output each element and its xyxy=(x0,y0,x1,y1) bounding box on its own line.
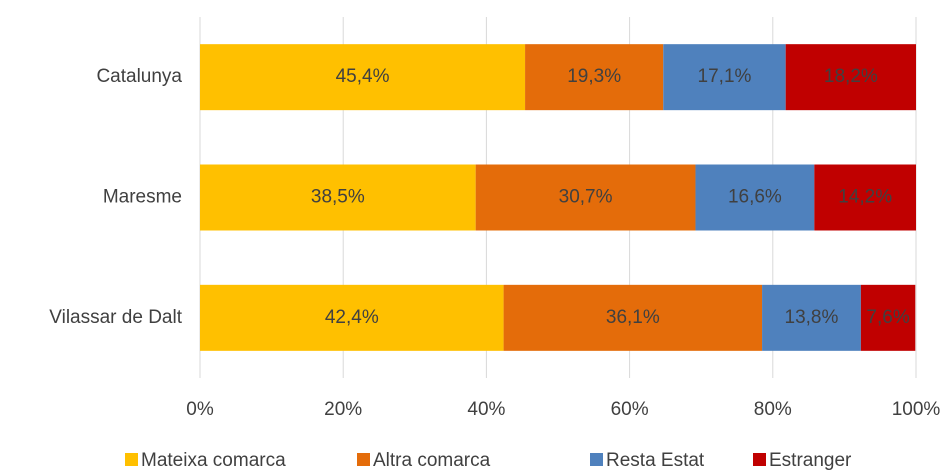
bar-segment xyxy=(785,44,916,111)
bar-segment xyxy=(695,164,815,231)
data-label: 42,4% xyxy=(325,307,379,328)
legend-swatch xyxy=(125,453,138,466)
y-tick-label: Catalunya xyxy=(96,66,182,87)
data-label: 36,1% xyxy=(606,307,660,328)
bar-segment xyxy=(860,284,916,351)
x-tick-label: 20% xyxy=(324,399,362,420)
bar-segment xyxy=(525,44,664,111)
x-tick-label: 80% xyxy=(754,399,792,420)
legend-swatch xyxy=(357,453,370,466)
legend-swatch xyxy=(590,453,603,466)
bar-segment xyxy=(503,284,763,351)
legend-label: Altra comarca xyxy=(373,450,491,470)
bar-segment xyxy=(814,164,916,231)
y-tick-label: Maresme xyxy=(103,187,182,208)
data-label: 19,3% xyxy=(567,66,621,87)
legend-swatch xyxy=(753,453,766,466)
data-label: 17,1% xyxy=(698,66,752,87)
bar-segment xyxy=(663,44,786,111)
data-label: 18,2% xyxy=(824,66,878,87)
data-label: 14,2% xyxy=(838,187,892,208)
x-tick-label: 100% xyxy=(892,399,941,420)
data-label: 45,4% xyxy=(336,66,390,87)
x-tick-label: 0% xyxy=(186,399,214,420)
bar-segment xyxy=(200,44,526,111)
bar-segment xyxy=(200,284,504,351)
data-label: 13,8% xyxy=(785,307,839,328)
bar-segment xyxy=(762,284,861,351)
data-label: 16,6% xyxy=(728,187,782,208)
legend-label: Estranger xyxy=(769,450,852,470)
x-tick-label: 60% xyxy=(611,399,649,420)
data-label: 38,5% xyxy=(311,187,365,208)
legend-label: Mateixa comarca xyxy=(141,450,286,470)
bar-segment xyxy=(200,164,476,231)
legend-label: Resta Estat xyxy=(606,450,705,470)
y-tick-label: Vilassar de Dalt xyxy=(49,307,182,328)
bar-segment xyxy=(475,164,696,231)
data-label: 7,6% xyxy=(866,307,909,328)
data-label: 30,7% xyxy=(559,187,613,208)
x-tick-label: 40% xyxy=(467,399,505,420)
